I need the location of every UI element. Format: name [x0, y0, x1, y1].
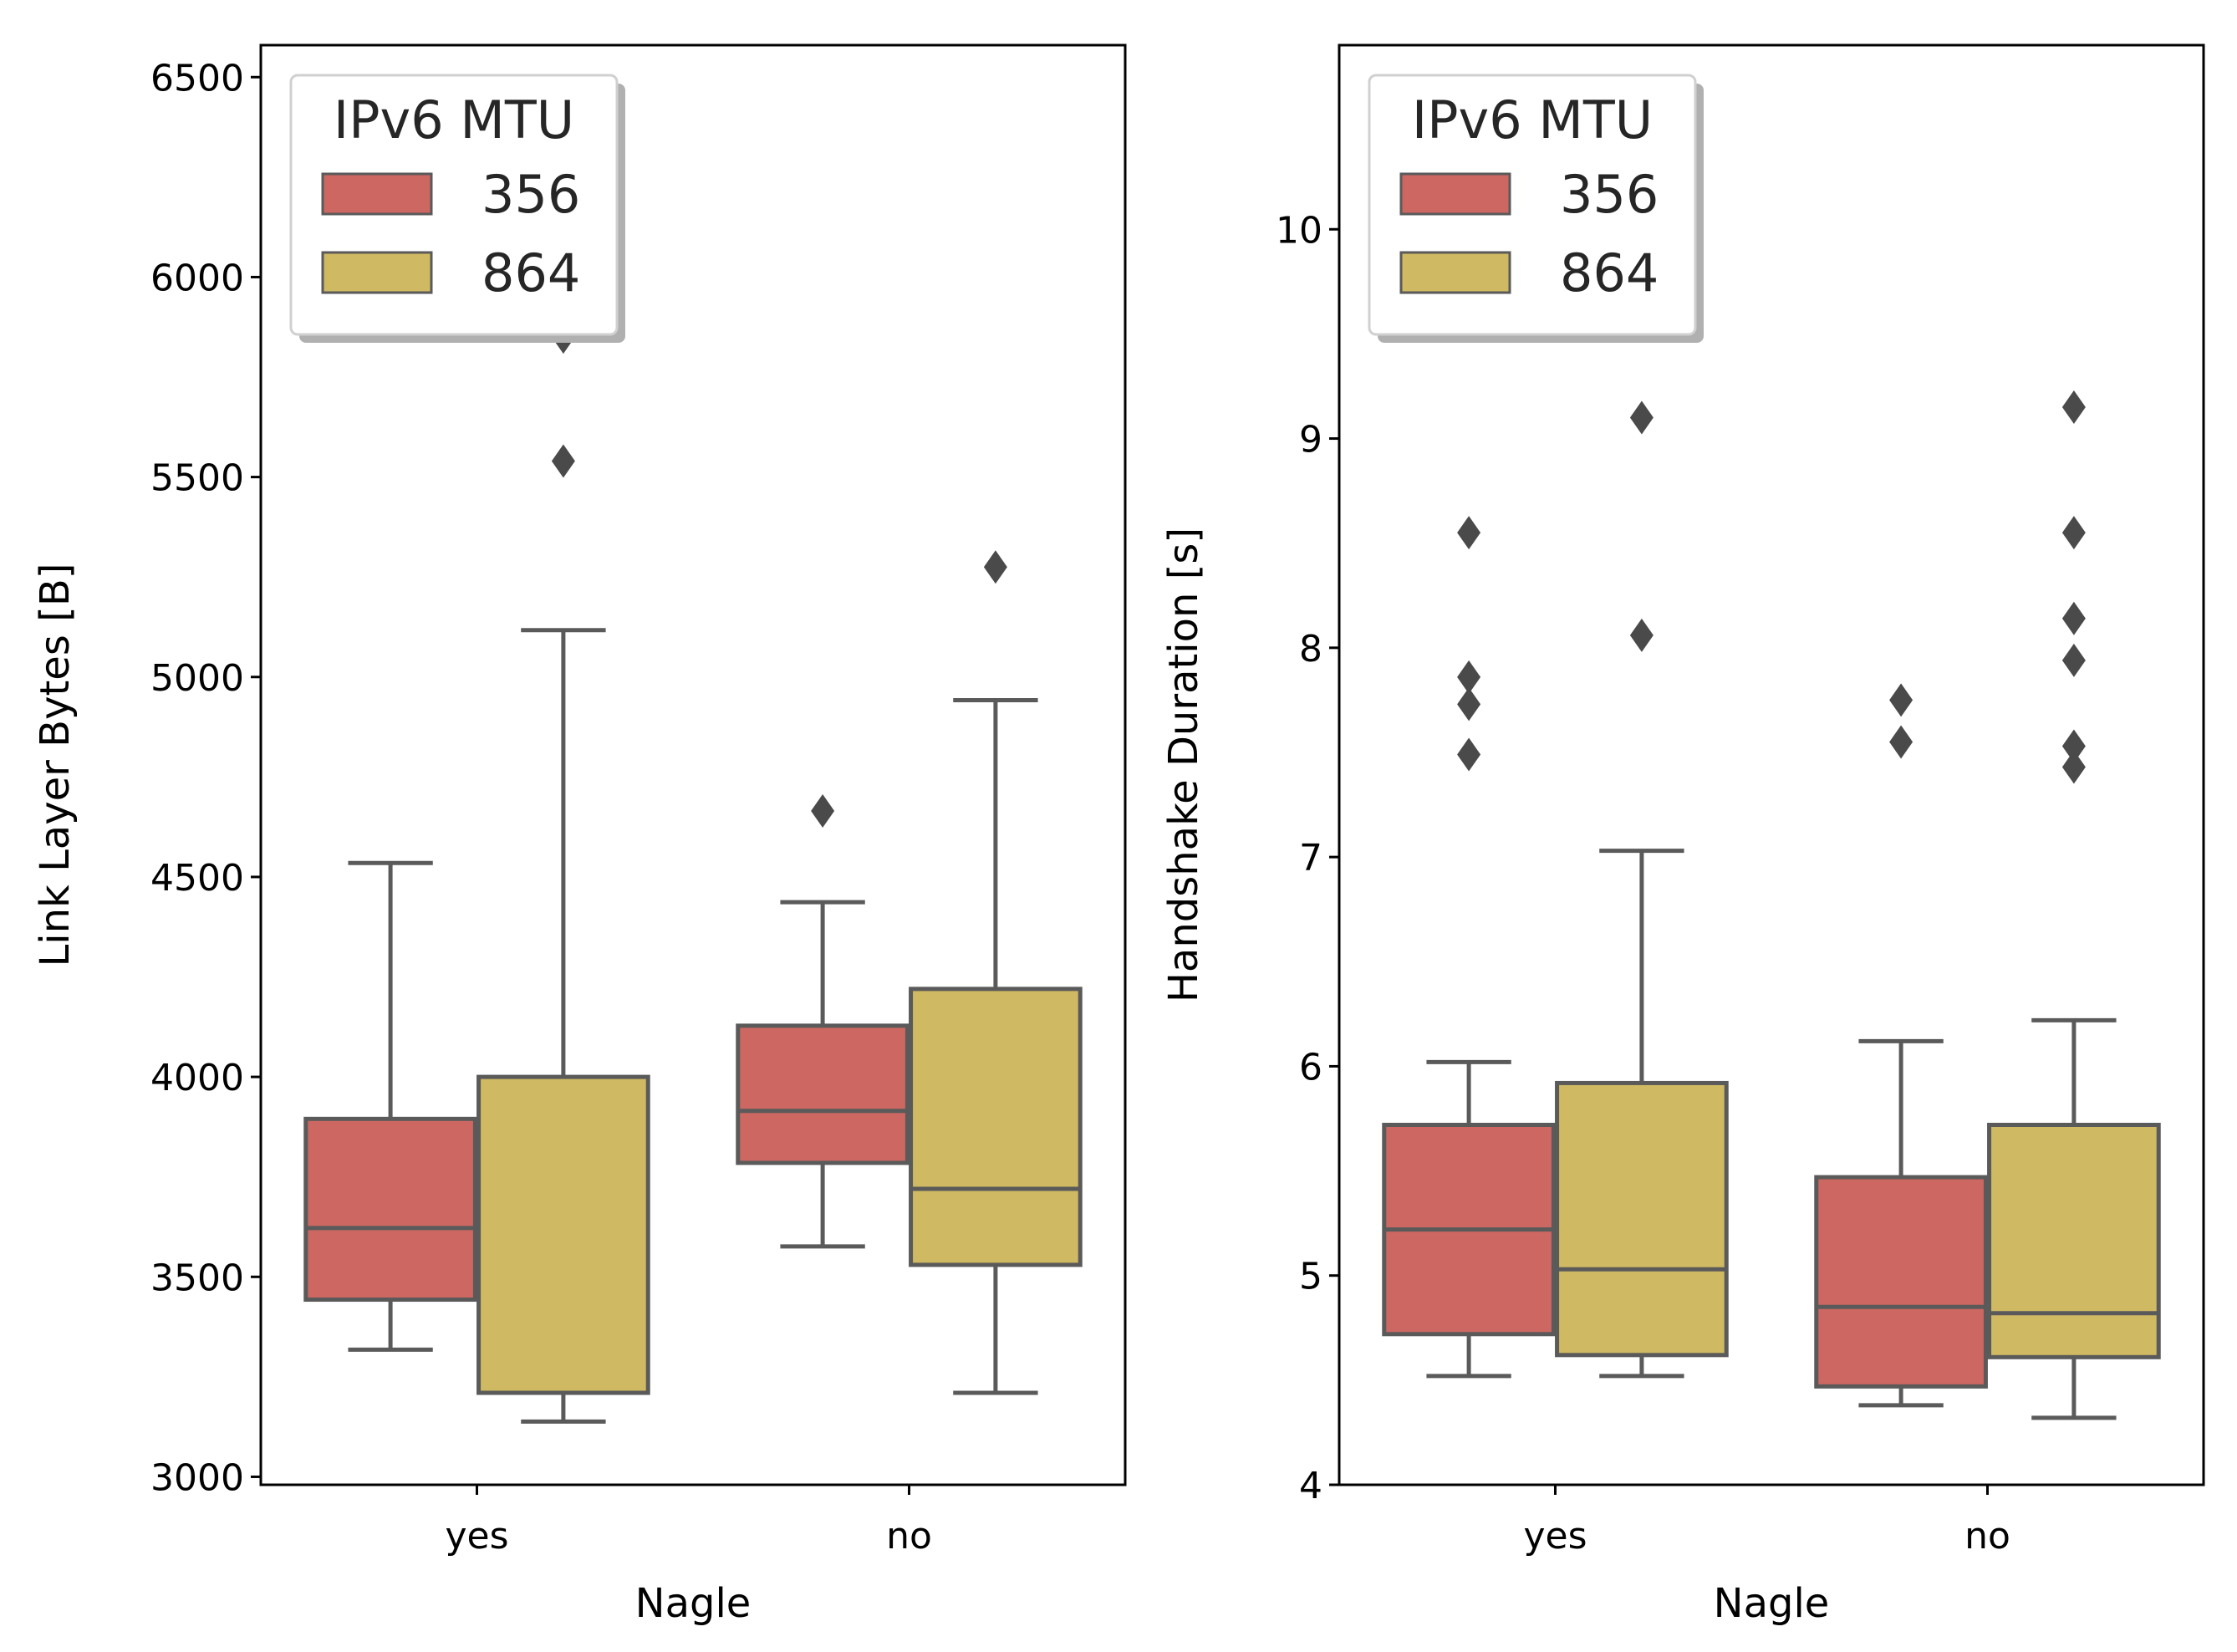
y-tick-label: 6500 — [150, 57, 244, 99]
y-tick-label: 3000 — [150, 1456, 244, 1499]
outlier-point — [1889, 725, 1913, 759]
plot-frame — [259, 43, 1127, 1486]
chart-panel-1: 3000 3500 4000 4500 5000 5500 6000 6500 yes no Nag… — [32, 43, 1127, 1627]
legend-title: IPv6 MTU — [1412, 89, 1653, 150]
legend-swatch — [1399, 172, 1511, 216]
y-tick-label: 3500 — [150, 1257, 244, 1299]
outlier-point — [1629, 400, 1654, 435]
x-axis-label: Nagle — [1714, 1580, 1830, 1627]
y-tick-label: 6 — [1299, 1046, 1322, 1089]
outlier-point — [2061, 601, 2086, 635]
y-tick-label: 5 — [1299, 1256, 1322, 1298]
box-body — [1987, 1123, 2161, 1359]
y-tick-label: 9 — [1299, 419, 1322, 461]
legend-swatch — [321, 172, 433, 216]
y-axis-label: Handshake Duration [s] — [1160, 528, 1207, 1002]
legend-label: 864 — [1560, 242, 1659, 303]
outlier-point — [2061, 750, 2086, 784]
y-tick-label: 4000 — [150, 1057, 244, 1099]
y-tick-label: 5500 — [150, 457, 244, 500]
outlier-point — [1457, 687, 1481, 721]
box-864-no — [1987, 390, 2161, 1420]
y-axis-label: Link Layer Bytes [B] — [32, 563, 79, 967]
y-tick-label: 4500 — [150, 857, 244, 900]
outlier-point — [811, 794, 835, 829]
legend: IPv6 MTU 356 864 — [289, 74, 625, 343]
outlier-point — [2061, 390, 2086, 425]
y-tick-label: 10 — [1276, 209, 1322, 252]
legend-swatch — [321, 251, 433, 294]
chart-panel-2: 4 5 6 7 8 9 10 yes no Nagle Handshake Duration [s]… — [1160, 43, 2205, 1627]
x-axis-label: Nagle — [635, 1580, 752, 1627]
outlier-point — [2061, 643, 2086, 677]
legend-swatch — [1399, 251, 1511, 294]
box-body — [909, 987, 1083, 1267]
outlier-point — [2061, 516, 2086, 550]
outlier-point — [983, 550, 1007, 584]
legend: IPv6 MTU 356 864 — [1368, 74, 1704, 343]
legend-label: 356 — [482, 164, 580, 225]
box-356-yes — [303, 860, 477, 1352]
x-tick-label: no — [1964, 1515, 2010, 1558]
legend-label: 356 — [1560, 164, 1659, 225]
box-body — [1814, 1175, 1988, 1389]
outlier-point — [1457, 660, 1481, 694]
box-356-no — [736, 794, 910, 1249]
box-body — [736, 1023, 910, 1165]
y-tick-label: 5000 — [150, 657, 244, 700]
outlier-point — [1629, 618, 1654, 652]
outlier-point — [1457, 516, 1481, 550]
box-864-yes — [1555, 306, 1729, 1379]
y-tick-label: 4 — [1299, 1465, 1322, 1507]
y-tick-label: 6000 — [150, 257, 244, 299]
box-body — [1555, 1080, 1729, 1358]
outlier-point — [551, 444, 575, 478]
x-tick-label: yes — [1523, 1515, 1587, 1558]
box-body — [303, 1116, 477, 1303]
y-tick-label: 7 — [1299, 837, 1322, 880]
box-864-no — [909, 550, 1083, 1395]
outlier-point — [2061, 729, 2086, 763]
box-body — [476, 1074, 650, 1395]
box-356-no — [1814, 683, 1988, 1408]
x-tick-label: no — [886, 1515, 932, 1558]
outlier-point — [1457, 737, 1481, 772]
box-864-yes — [476, 320, 650, 1424]
plot-frame — [1338, 43, 2205, 1486]
y-tick-label: 8 — [1299, 628, 1322, 670]
legend-title: IPv6 MTU — [334, 89, 574, 150]
box-356-yes — [1382, 516, 1556, 1379]
legend-label: 864 — [482, 242, 580, 303]
x-tick-label: yes — [445, 1515, 508, 1558]
outlier-point — [1889, 683, 1913, 717]
